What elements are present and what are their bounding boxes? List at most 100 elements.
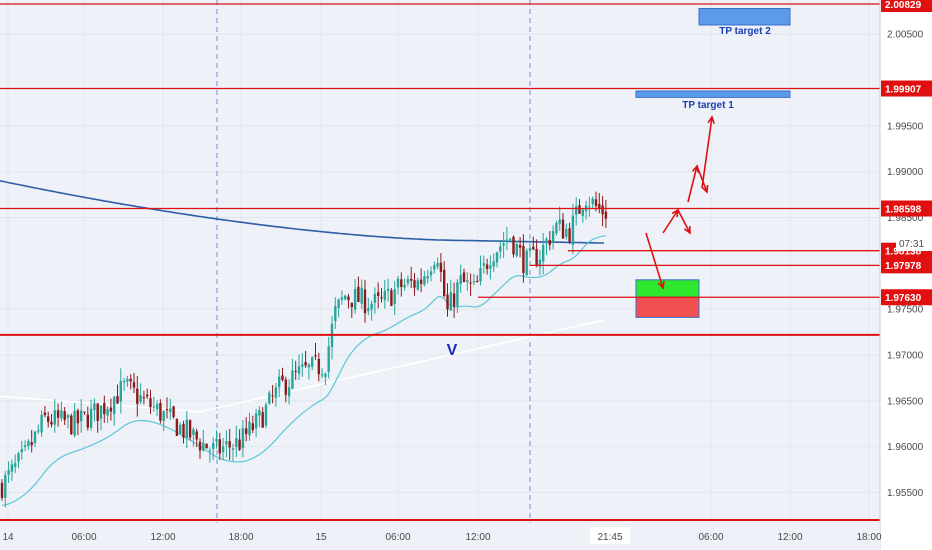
candle-body: [598, 203, 601, 208]
candle-body: [212, 443, 215, 449]
candle-body: [225, 441, 228, 445]
candle-body: [185, 419, 188, 439]
candle-body: [353, 289, 357, 310]
candle-body: [152, 406, 155, 408]
candle-body: [565, 229, 568, 237]
candle-body: [56, 410, 60, 418]
projection-arrow: [701, 116, 713, 189]
candle-body: [456, 282, 459, 307]
candle-body: [80, 410, 83, 422]
candle-body: [301, 364, 304, 367]
candle-body: [386, 289, 390, 292]
candle-body: [327, 346, 330, 372]
candle-body: [238, 439, 241, 450]
candle-body: [155, 404, 159, 410]
candle-body: [528, 247, 532, 251]
candle-body: [221, 446, 225, 453]
candle-body: [479, 268, 482, 282]
candle-body: [43, 412, 47, 416]
candle-body: [413, 280, 416, 288]
candles: [0, 191, 608, 508]
candle-body: [446, 294, 449, 310]
projection-arrow-head: [701, 184, 709, 194]
candle-body: [205, 443, 208, 449]
candle-body: [195, 431, 198, 440]
candle-body: [284, 379, 287, 395]
candle-body: [37, 429, 40, 432]
candle-body: [109, 407, 113, 412]
candle-body: [304, 361, 307, 366]
price-badge-text: 1.99907: [885, 84, 922, 95]
candle-body: [350, 302, 353, 308]
candle-body: [231, 448, 235, 450]
x-axis[interactable]: 14 06:00 12:00 18:00 15 06:00 12:00 06:00 12:00 1…: [0, 523, 882, 550]
candle-body: [297, 366, 301, 374]
candle-body: [307, 364, 311, 368]
candle-body: [182, 423, 185, 438]
candle-body: [485, 264, 489, 269]
candle-body: [215, 438, 218, 442]
y-tick-label: 1.97000: [887, 350, 924, 361]
y-axis[interactable]: 2.010002.005001.995001.990001.985001.975…: [879, 0, 932, 550]
projection-arrows: [645, 115, 715, 290]
candle-body: [314, 355, 317, 357]
candle-body: [604, 211, 608, 219]
candle-body: [119, 381, 122, 402]
candle-body: [377, 292, 380, 296]
candle-body: [50, 421, 53, 425]
candle-body: [122, 381, 126, 383]
x-tick-label: 18:00: [856, 532, 881, 543]
candle-body: [476, 280, 479, 283]
candle-body: [20, 449, 23, 453]
y-tick-label: 2.00500: [887, 30, 924, 41]
candle-body: [264, 404, 268, 426]
plot-background: [0, 0, 880, 550]
candle-body: [367, 308, 370, 312]
price-badge: [881, 0, 932, 12]
candle-body: [33, 431, 37, 444]
projection-arrow-head: [657, 280, 665, 290]
x-ticks: 14 06:00 12:00 18:00 15 06:00 12:00 06:00 12:00 1…: [2, 532, 882, 543]
candle-body: [469, 282, 472, 284]
candle-body: [439, 262, 443, 272]
candle-body: [334, 306, 337, 322]
candle-body: [429, 271, 433, 276]
candle-body: [525, 250, 528, 276]
candle-body: [396, 278, 400, 288]
projection-arrow: [677, 209, 691, 234]
candle-body: [179, 424, 182, 434]
x-tick-label: 14: [2, 532, 14, 543]
candle-body: [317, 358, 320, 375]
candle-body: [235, 438, 238, 447]
candle-body: [588, 206, 591, 208]
ema-fast-line: [1, 235, 606, 506]
price-badge-text: 1.98138: [885, 246, 922, 257]
candle-body: [281, 375, 284, 381]
candle-body: [254, 413, 258, 429]
candle-body: [251, 423, 254, 431]
candle-body: [357, 286, 360, 303]
candle-body: [568, 228, 571, 243]
candle-body: [165, 409, 169, 411]
candle-body: [347, 296, 350, 301]
candle-body: [492, 261, 495, 267]
candle-body: [287, 387, 291, 397]
candle-body: [489, 265, 492, 269]
candle-body: [459, 274, 462, 285]
candle-body: [410, 278, 413, 281]
price-badge: [881, 257, 932, 274]
y-tick-label: 1.96000: [887, 442, 924, 453]
candle-body: [380, 297, 383, 299]
zones: [635, 7, 791, 318]
projection-arrow: [696, 165, 708, 193]
candle-body: [103, 402, 106, 415]
grid: [0, 0, 880, 523]
y-tick-label: 1.95500: [887, 488, 924, 499]
candle-body: [522, 245, 525, 273]
price-badge-text: 1.98598: [885, 204, 922, 215]
candle-body: [99, 405, 103, 419]
candle-body: [373, 293, 377, 303]
x-tick-label: 06:00: [385, 532, 410, 543]
candle-body: [555, 222, 558, 234]
